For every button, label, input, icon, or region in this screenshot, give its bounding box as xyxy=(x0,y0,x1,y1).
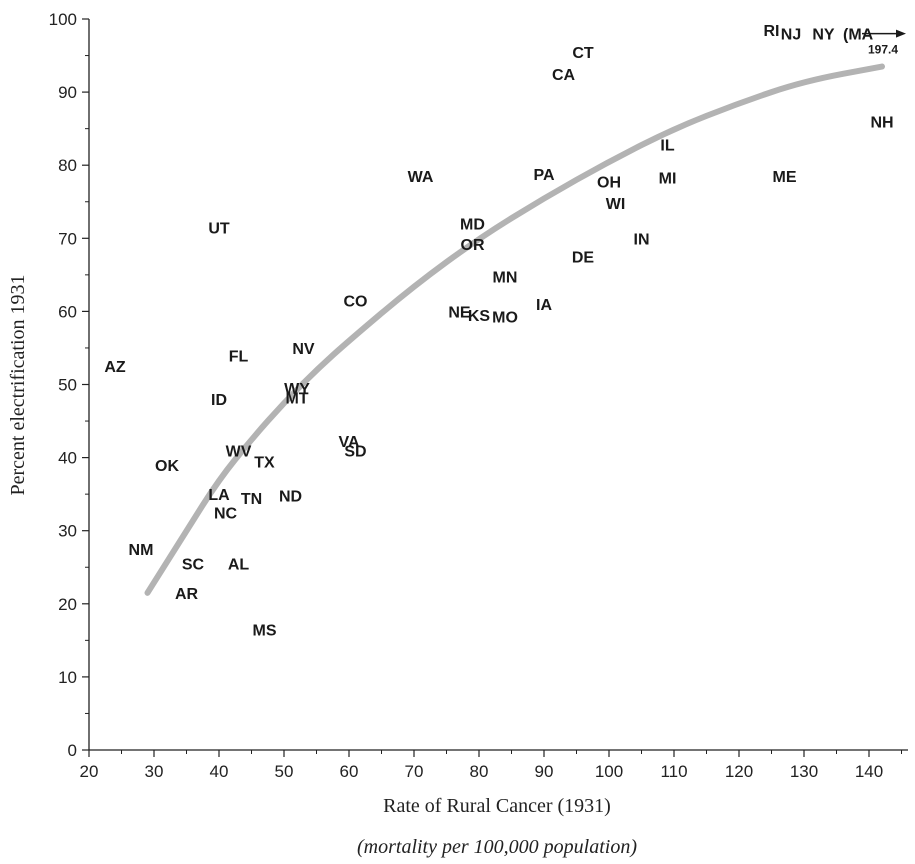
y-tick-label: 70 xyxy=(58,229,77,248)
state-point-ar: AR xyxy=(175,586,199,603)
state-point-fl: FL xyxy=(229,348,249,365)
state-point-il: IL xyxy=(660,138,674,155)
state-point-al: AL xyxy=(228,557,250,574)
y-tick-label: 30 xyxy=(58,522,77,541)
x-axis-title: Rate of Rural Cancer (1931) xyxy=(383,795,611,817)
x-tick-label: 100 xyxy=(595,762,623,781)
state-point-mi: MI xyxy=(659,171,677,188)
state-point-az: AZ xyxy=(104,359,126,376)
state-point-in: IN xyxy=(634,231,650,248)
x-tick-label: 70 xyxy=(405,762,424,781)
state-point-mt: MT xyxy=(285,391,308,408)
arrow-head-icon xyxy=(896,29,906,38)
state-point-wy: WY xyxy=(284,381,310,398)
x-tick-label: 90 xyxy=(535,762,554,781)
state-point-ms: MS xyxy=(253,622,277,639)
x-axis-subtitle: (mortality per 100,000 population) xyxy=(357,836,637,858)
y-tick-label: 40 xyxy=(58,449,77,468)
state-point-ks: KS xyxy=(468,308,491,325)
state-point-oh: OH xyxy=(597,174,621,191)
state-point-nc: NC xyxy=(214,505,238,522)
state-point-wv: WV xyxy=(226,443,252,460)
x-tick-label: 120 xyxy=(725,762,753,781)
x-tick-label: 140 xyxy=(855,762,883,781)
y-tick-label: 10 xyxy=(58,668,77,687)
state-point-nh: NH xyxy=(870,114,893,131)
state-point-la: LA xyxy=(208,487,230,504)
y-axis-ticks: 0 10 20 30 40 50 60 70 80 90 100 xyxy=(49,10,89,760)
x-axis-ticks: 20 30 40 50 60 70 80 90 100 110 120 130 140 xyxy=(80,750,902,781)
state-point-me: ME xyxy=(773,169,797,186)
state-point-ia: IA xyxy=(536,297,552,314)
state-point-nm: NM xyxy=(129,542,154,559)
state-point-wa: WA xyxy=(408,169,434,186)
annotation-label: (MA xyxy=(843,27,874,44)
fit-curve xyxy=(144,63,885,596)
state-point-ut: UT xyxy=(208,220,230,237)
y-axis-title: Percent electrification 1931 xyxy=(7,274,29,495)
y-tick-label: 80 xyxy=(58,156,77,175)
y-tick-label: 0 xyxy=(68,741,77,760)
state-point-mn: MN xyxy=(493,269,518,286)
y-tick-label: 90 xyxy=(58,83,77,102)
state-point-nv: NV xyxy=(292,341,315,358)
x-tick-label: 80 xyxy=(470,762,489,781)
x-tick-label: 130 xyxy=(790,762,818,781)
state-point-ct: CT xyxy=(572,45,594,62)
state-point-ri: RI xyxy=(764,23,780,40)
x-tick-label: 40 xyxy=(210,762,229,781)
x-tick-label: 50 xyxy=(275,762,294,781)
state-point-wi: WI xyxy=(606,196,626,213)
state-point-id: ID xyxy=(211,392,227,409)
state-point-pa: PA xyxy=(533,167,554,184)
state-point-ca: CA xyxy=(552,67,576,84)
state-point-ok: OK xyxy=(155,458,179,475)
x-tick-label: 110 xyxy=(660,762,687,781)
y-tick-label: 60 xyxy=(58,302,77,321)
state-point-ny: NY xyxy=(812,27,835,44)
y-tick-label: 100 xyxy=(49,10,77,29)
state-point-nd: ND xyxy=(279,489,302,506)
state-point-md: MD xyxy=(460,217,485,234)
x-tick-label: 60 xyxy=(340,762,359,781)
state-point-sd: SD xyxy=(344,443,366,460)
state-point-or: OR xyxy=(461,237,485,254)
ma-annotation: (MA 197.4 xyxy=(843,27,906,57)
axes xyxy=(88,19,908,751)
state-point-ne: NE xyxy=(448,304,471,321)
y-tick-label: 20 xyxy=(58,595,77,614)
state-point-tn: TN xyxy=(241,491,262,508)
state-point-co: CO xyxy=(344,293,368,310)
x-tick-label: 20 xyxy=(80,762,99,781)
state-point-tx: TX xyxy=(254,454,275,471)
state-point-mo: MO xyxy=(492,310,518,327)
state-point-de: DE xyxy=(572,250,595,267)
y-tick-label: 50 xyxy=(58,376,77,395)
annotation-value: 197.4 xyxy=(868,43,898,57)
state-point-sc: SC xyxy=(182,557,205,574)
x-tick-label: 30 xyxy=(145,762,164,781)
state-point-va: VA xyxy=(338,434,359,451)
state-point-nj: NJ xyxy=(781,27,801,44)
